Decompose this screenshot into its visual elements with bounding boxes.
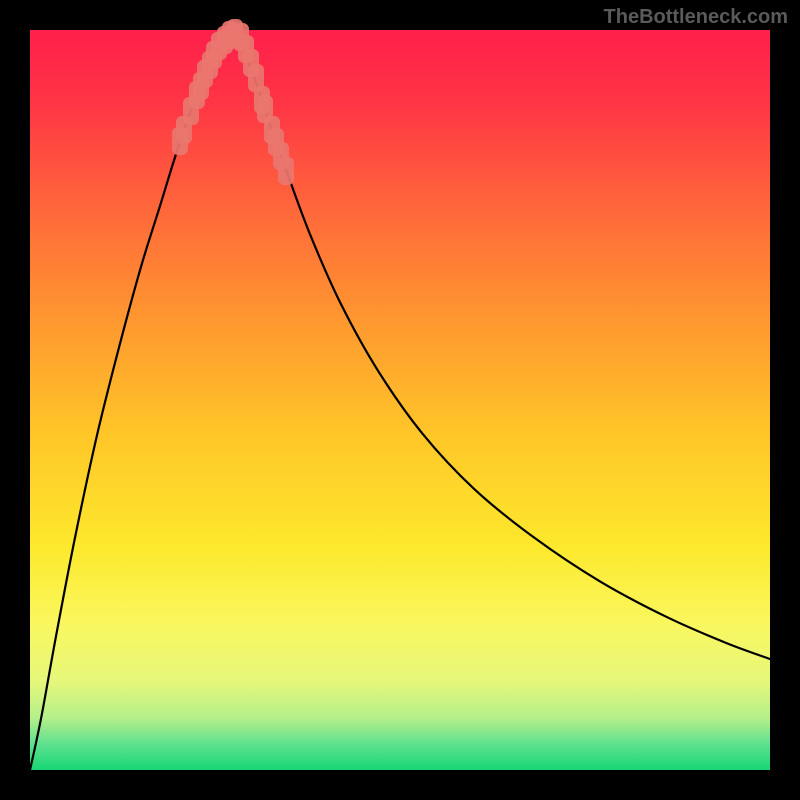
canvas: TheBottleneck.com (0, 0, 800, 800)
marker-layer (30, 30, 770, 770)
plot-area (30, 30, 770, 770)
data-marker (278, 157, 294, 185)
watermark-text: TheBottleneck.com (604, 6, 788, 29)
